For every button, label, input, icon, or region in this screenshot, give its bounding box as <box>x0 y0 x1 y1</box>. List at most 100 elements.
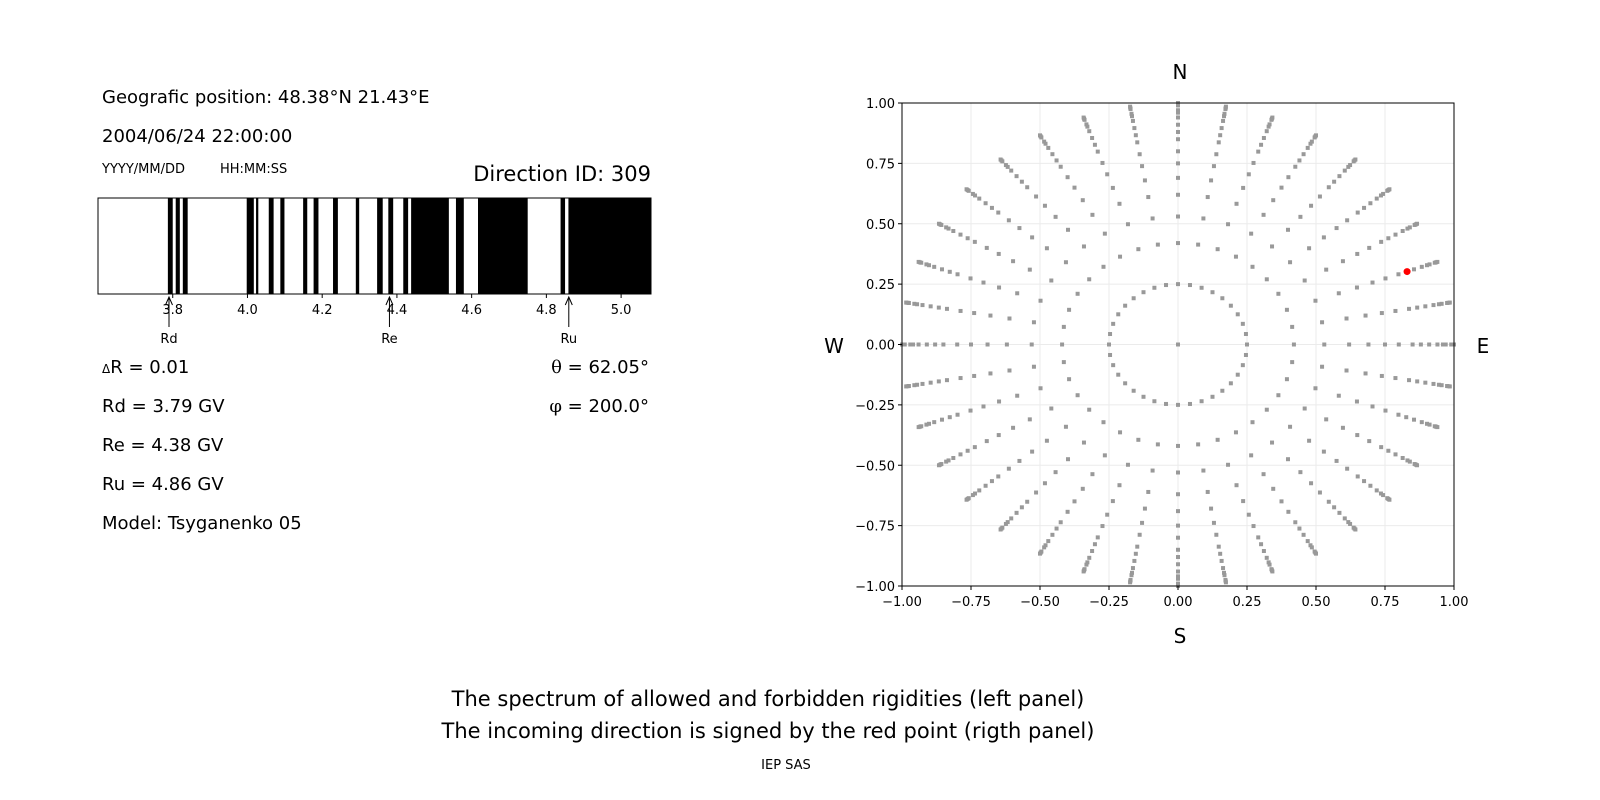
direction-point <box>1017 226 1022 231</box>
direction-point <box>946 458 951 463</box>
x-tick-label: 0.75 <box>1371 595 1400 610</box>
direction-point <box>1439 301 1444 306</box>
direction-point <box>1334 458 1339 463</box>
direction-point <box>1176 443 1180 448</box>
direction-point <box>1348 163 1353 168</box>
direction-point <box>1176 192 1180 197</box>
x-tick-label: 4.2 <box>312 303 333 318</box>
direction-point <box>1131 296 1136 301</box>
forbidden-band <box>568 198 651 294</box>
direction-point <box>1038 386 1043 391</box>
direction-point <box>1393 308 1398 313</box>
direction-point <box>1419 264 1424 269</box>
direction-point <box>1363 313 1368 318</box>
direction-point <box>1288 424 1293 429</box>
direction-point <box>1313 298 1318 303</box>
direction-point <box>1019 179 1024 184</box>
direction-point <box>981 280 986 285</box>
direction-point <box>1118 254 1123 259</box>
direction-point <box>1387 187 1392 192</box>
x-tick-label: 0.50 <box>1302 595 1331 610</box>
direction-point <box>1264 555 1269 560</box>
direction-point <box>972 311 977 316</box>
direction-point <box>1123 303 1128 308</box>
direction-point <box>1218 551 1223 556</box>
direction-point <box>1320 320 1325 325</box>
direction-point <box>1176 402 1180 407</box>
direction-point <box>1220 388 1225 393</box>
direction-point <box>1205 489 1210 494</box>
direction-point <box>968 276 973 281</box>
direction-point <box>1233 430 1238 435</box>
direction-point <box>1443 342 1448 347</box>
caption-line-1: The spectrum of allowed and forbidden ri… <box>451 687 1085 711</box>
re-value: Re = 4.38 GV <box>102 435 224 456</box>
direction-point <box>1266 560 1271 565</box>
y-tick-label: 0.00 <box>866 339 895 354</box>
direction-point <box>936 463 941 468</box>
y-tick-label: 0.25 <box>866 278 895 293</box>
direction-point <box>1410 342 1415 347</box>
direction-point <box>1031 364 1036 369</box>
direction-point <box>998 157 1003 162</box>
direction-point <box>1133 133 1138 138</box>
direction-point <box>1116 312 1121 317</box>
direction-point <box>1226 462 1231 467</box>
direction-point <box>1235 312 1240 317</box>
direction-point <box>1270 115 1275 120</box>
direction-point <box>1332 505 1337 510</box>
direction-point <box>1424 263 1429 268</box>
forbidden-band <box>333 198 338 294</box>
direction-point <box>912 383 917 388</box>
direction-point <box>1332 179 1337 184</box>
direction-point <box>1264 407 1269 412</box>
y-tick-label: −1.00 <box>855 580 895 595</box>
direction-point <box>1246 512 1251 517</box>
direction-point <box>1259 142 1264 147</box>
direction-point <box>977 196 982 201</box>
direction-point <box>1264 277 1269 282</box>
marker-label: Rd <box>160 332 177 347</box>
direction-point <box>1030 449 1035 454</box>
direction-point <box>1081 115 1086 120</box>
direction-point <box>1117 483 1122 488</box>
direction-point <box>1214 152 1219 157</box>
direction-point <box>1261 135 1266 140</box>
direction-point <box>955 412 960 417</box>
direction-point <box>1130 118 1135 123</box>
x-tick-label: −0.25 <box>1089 595 1129 610</box>
marker-label: Ru <box>560 332 577 347</box>
direction-point <box>928 304 933 309</box>
direction-point <box>1111 321 1116 326</box>
direction-point <box>908 342 913 347</box>
direction-point <box>1326 185 1331 190</box>
direction-point <box>1146 195 1151 200</box>
direction-point <box>1176 115 1180 120</box>
direction-point <box>1309 545 1314 550</box>
direction-point <box>1378 193 1383 198</box>
direction-point <box>1393 376 1398 381</box>
direction-point <box>951 456 956 461</box>
x-tick-label: 1.00 <box>1440 595 1469 610</box>
direction-point <box>1345 466 1350 471</box>
direction-point <box>1075 393 1080 398</box>
direction-point <box>1270 440 1275 445</box>
forbidden-band <box>455 198 464 294</box>
direction-point <box>1210 290 1215 295</box>
direction-point <box>984 439 989 444</box>
direction-point <box>1090 472 1095 477</box>
direction-point <box>1297 526 1302 531</box>
direction-point <box>1065 175 1070 180</box>
direction-point <box>1061 360 1066 365</box>
delta-symbol: Δ <box>102 362 111 376</box>
direction-point <box>997 285 1002 290</box>
direction-point <box>1386 236 1391 241</box>
direction-point <box>1205 195 1210 200</box>
direction-point <box>1133 551 1138 556</box>
direction-point <box>1176 523 1180 528</box>
direction-point <box>1131 388 1136 393</box>
rd-value: Rd = 3.79 GV <box>102 396 225 417</box>
direction-point <box>1090 212 1095 217</box>
direction-point <box>1379 311 1384 316</box>
time-format-label: HH:MM:SS <box>220 162 287 177</box>
